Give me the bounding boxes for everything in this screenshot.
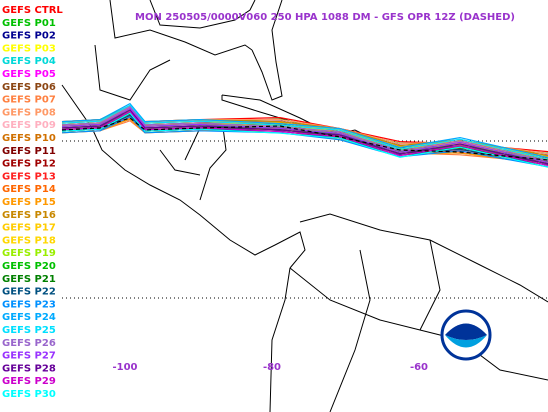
legend-entry: GEFS P24 [2, 312, 56, 323]
longitude-label: -60 [410, 362, 428, 373]
contour [61, 110, 548, 167]
legend-entry: GEFS P12 [2, 159, 56, 170]
longitude-label: -100 [112, 362, 137, 373]
contour [61, 102, 548, 159]
legend-entry: GEFS P03 [2, 43, 56, 54]
longitude-label: -80 [263, 362, 281, 373]
longitude-labels: -100 -80 -60 [112, 362, 428, 373]
legend-entry: GEFS P11 [2, 146, 56, 157]
legend-entry: GEFS P16 [2, 210, 56, 221]
legend-entry: GEFS P04 [2, 56, 56, 67]
legend-entry: GEFS P09 [2, 120, 56, 131]
noaa-logo [440, 309, 492, 361]
coastlines [61, 0, 548, 412]
legend-entry: GEFS P07 [2, 95, 56, 106]
legend-entry: GEFS P19 [2, 248, 56, 259]
legend-entry: GEFS P22 [2, 287, 56, 298]
legend-entry: GEFS P23 [2, 299, 56, 310]
contours [61, 102, 548, 168]
legend-entry: GEFS CTRL [2, 5, 63, 16]
map-title: MON 250505/0000V060 250 HPA 1088 DM - GF… [135, 12, 515, 23]
operational-contour [61, 117, 548, 161]
legend-entry: GEFS P10 [2, 133, 56, 144]
legend-entry: GEFS P25 [2, 325, 56, 336]
legend-entry: GEFS P20 [2, 261, 56, 272]
contour [61, 104, 548, 160]
legend-entry: GEFS P26 [2, 338, 56, 349]
legend-entry: GEFS P17 [2, 223, 56, 234]
legend-entry: GEFS P30 [2, 389, 56, 400]
contour [61, 109, 548, 165]
legend-entry: GEFS P01 [2, 18, 56, 29]
legend-entry: GEFS P21 [2, 274, 56, 285]
legend-entry: GEFS P02 [2, 31, 56, 42]
legend-entry: GEFS P08 [2, 107, 56, 118]
legend-entry: GEFS P14 [2, 184, 56, 195]
contour [61, 112, 548, 168]
legend-entry: GEFS P27 [2, 351, 56, 362]
legend-entry: GEFS P29 [2, 376, 56, 387]
legend-entry: GEFS P05 [2, 69, 56, 80]
legend-entry: GEFS P28 [2, 363, 56, 374]
legend-entry: GEFS P18 [2, 235, 56, 246]
legend-entry: GEFS P15 [2, 197, 56, 208]
legend-entry: GEFS P06 [2, 82, 56, 93]
contour [61, 106, 548, 162]
legend-entry: GEFS P13 [2, 171, 56, 182]
